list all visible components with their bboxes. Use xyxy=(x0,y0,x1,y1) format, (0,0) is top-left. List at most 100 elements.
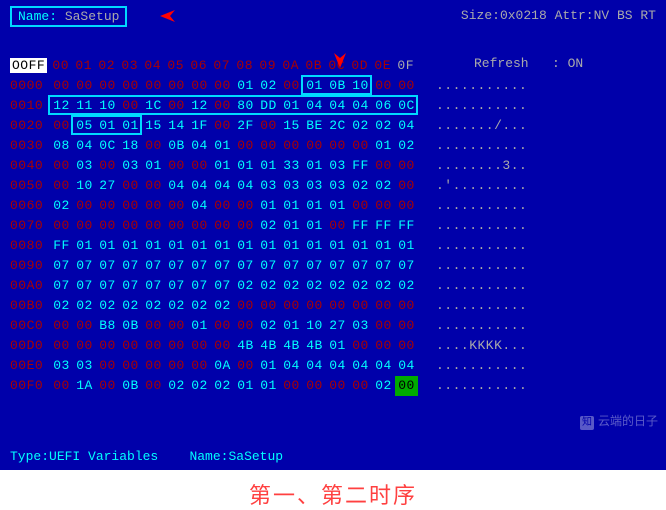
hex-byte[interactable]: 0C xyxy=(96,136,119,156)
hex-byte[interactable]: 00 xyxy=(50,376,73,396)
hex-byte[interactable]: 01 xyxy=(349,236,372,256)
hex-byte[interactable]: 07 xyxy=(165,276,188,296)
hex-byte[interactable]: 00 xyxy=(165,196,188,216)
hex-byte[interactable]: 00 xyxy=(257,136,280,156)
hex-byte[interactable]: 00 xyxy=(211,316,234,336)
hex-byte[interactable]: 00 xyxy=(188,76,211,96)
hex-byte[interactable]: 07 xyxy=(188,256,211,276)
hex-byte[interactable]: 01 xyxy=(188,316,211,336)
hex-byte[interactable]: 07 xyxy=(211,276,234,296)
hex-byte[interactable]: 00 xyxy=(50,316,73,336)
hex-byte[interactable]: 04 xyxy=(188,136,211,156)
hex-byte[interactable]: 00 xyxy=(372,316,395,336)
hex-byte[interactable]: 10 xyxy=(349,76,372,96)
hex-byte[interactable]: 00 xyxy=(188,216,211,236)
hex-byte[interactable]: 4B xyxy=(303,336,326,356)
hex-byte[interactable]: 00 xyxy=(119,216,142,236)
hex-byte[interactable]: 01 xyxy=(234,156,257,176)
hex-byte[interactable]: 4B xyxy=(257,336,280,356)
hex-byte[interactable]: 00 xyxy=(96,336,119,356)
hex-byte[interactable]: 00 xyxy=(280,136,303,156)
hex-byte[interactable]: 02 xyxy=(349,276,372,296)
hex-byte[interactable]: 00 xyxy=(96,156,119,176)
hex-byte[interactable]: 00 xyxy=(50,76,73,96)
hex-byte[interactable]: 27 xyxy=(96,176,119,196)
hex-byte[interactable]: 07 xyxy=(119,256,142,276)
hex-byte[interactable]: 04 xyxy=(349,96,372,116)
hex-byte[interactable]: 01 xyxy=(234,236,257,256)
hex-byte[interactable]: 15 xyxy=(142,116,165,136)
hex-byte[interactable]: 00 xyxy=(372,76,395,96)
hex-byte[interactable]: 00 xyxy=(142,136,165,156)
hex-byte[interactable]: 00 xyxy=(50,336,73,356)
hex-byte[interactable]: FF xyxy=(349,156,372,176)
hex-byte[interactable]: 04 xyxy=(303,96,326,116)
hex-byte[interactable]: 00 xyxy=(211,196,234,216)
hex-byte[interactable]: 01 xyxy=(280,316,303,336)
hex-byte[interactable]: 02 xyxy=(349,176,372,196)
hex-byte[interactable]: 02 xyxy=(372,116,395,136)
hex-byte[interactable]: 00 xyxy=(234,356,257,376)
hex-byte[interactable]: 00 xyxy=(326,136,349,156)
hex-byte[interactable]: DD xyxy=(257,96,280,116)
hex-byte[interactable]: 11 xyxy=(73,96,96,116)
hex-byte[interactable]: 02 xyxy=(280,276,303,296)
hex-byte[interactable]: 0B xyxy=(165,136,188,156)
hex-byte[interactable]: 07 xyxy=(211,256,234,276)
hex-byte[interactable]: 00 xyxy=(50,216,73,236)
hex-byte[interactable]: 01 xyxy=(303,76,326,96)
hex-byte[interactable]: 00 xyxy=(303,296,326,316)
hex-byte[interactable]: 01 xyxy=(211,156,234,176)
hex-byte[interactable]: 00 xyxy=(165,76,188,96)
hex-byte[interactable]: 01 xyxy=(395,236,418,256)
hex-byte[interactable]: 00 xyxy=(326,296,349,316)
hex-byte[interactable]: 04 xyxy=(326,356,349,376)
hex-byte[interactable]: 02 xyxy=(119,296,142,316)
hex-byte[interactable]: 01 xyxy=(257,196,280,216)
hex-byte[interactable]: 27 xyxy=(326,316,349,336)
hex-byte[interactable]: 1F xyxy=(188,116,211,136)
hex-byte[interactable]: 01 xyxy=(234,376,257,396)
hex-byte[interactable]: 01 xyxy=(326,196,349,216)
hex-byte[interactable]: 01 xyxy=(303,156,326,176)
hex-byte[interactable]: 00 xyxy=(234,216,257,236)
hex-byte[interactable]: 00 xyxy=(395,296,418,316)
hex-byte[interactable]: 00 xyxy=(119,356,142,376)
hex-byte[interactable]: 15 xyxy=(280,116,303,136)
hex-byte[interactable]: 07 xyxy=(372,256,395,276)
hex-byte[interactable]: B8 xyxy=(96,316,119,336)
hex-byte[interactable]: 03 xyxy=(349,316,372,336)
hex-byte[interactable]: 02 xyxy=(257,316,280,336)
hex-byte[interactable]: 04 xyxy=(372,356,395,376)
hex-byte[interactable]: 01 xyxy=(280,196,303,216)
hex-byte[interactable]: 02 xyxy=(188,296,211,316)
hex-byte[interactable]: 01 xyxy=(257,156,280,176)
hex-byte[interactable]: 01 xyxy=(303,216,326,236)
hex-byte[interactable]: 00 xyxy=(73,76,96,96)
hex-byte[interactable]: 00 xyxy=(50,156,73,176)
hex-byte[interactable]: 02 xyxy=(211,376,234,396)
hex-byte[interactable]: 03 xyxy=(326,156,349,176)
hex-byte[interactable]: 00 xyxy=(142,76,165,96)
hex-byte[interactable]: 00 xyxy=(234,316,257,336)
hex-byte[interactable]: 00 xyxy=(119,196,142,216)
hex-byte[interactable]: 04 xyxy=(165,176,188,196)
hex-byte[interactable]: 02 xyxy=(96,296,119,316)
hex-byte[interactable]: 07 xyxy=(142,256,165,276)
hex-byte[interactable]: 01 xyxy=(119,236,142,256)
hex-byte[interactable]: 33 xyxy=(280,156,303,176)
hex-byte[interactable]: 00 xyxy=(188,356,211,376)
hex-byte[interactable]: 00 xyxy=(142,376,165,396)
hex-byte[interactable]: 03 xyxy=(50,356,73,376)
hex-byte[interactable]: 04 xyxy=(349,356,372,376)
hex-byte[interactable]: 00 xyxy=(96,356,119,376)
hex-byte[interactable]: 00 xyxy=(372,296,395,316)
hex-byte[interactable]: 02 xyxy=(73,296,96,316)
hex-byte[interactable]: 00 xyxy=(142,356,165,376)
hex-byte[interactable]: 01 xyxy=(326,336,349,356)
hex-byte[interactable]: 01 xyxy=(96,236,119,256)
hex-byte[interactable]: 03 xyxy=(119,156,142,176)
hex-byte[interactable]: 02 xyxy=(257,76,280,96)
hex-byte[interactable]: BE xyxy=(303,116,326,136)
hex-byte[interactable]: 00 xyxy=(96,196,119,216)
